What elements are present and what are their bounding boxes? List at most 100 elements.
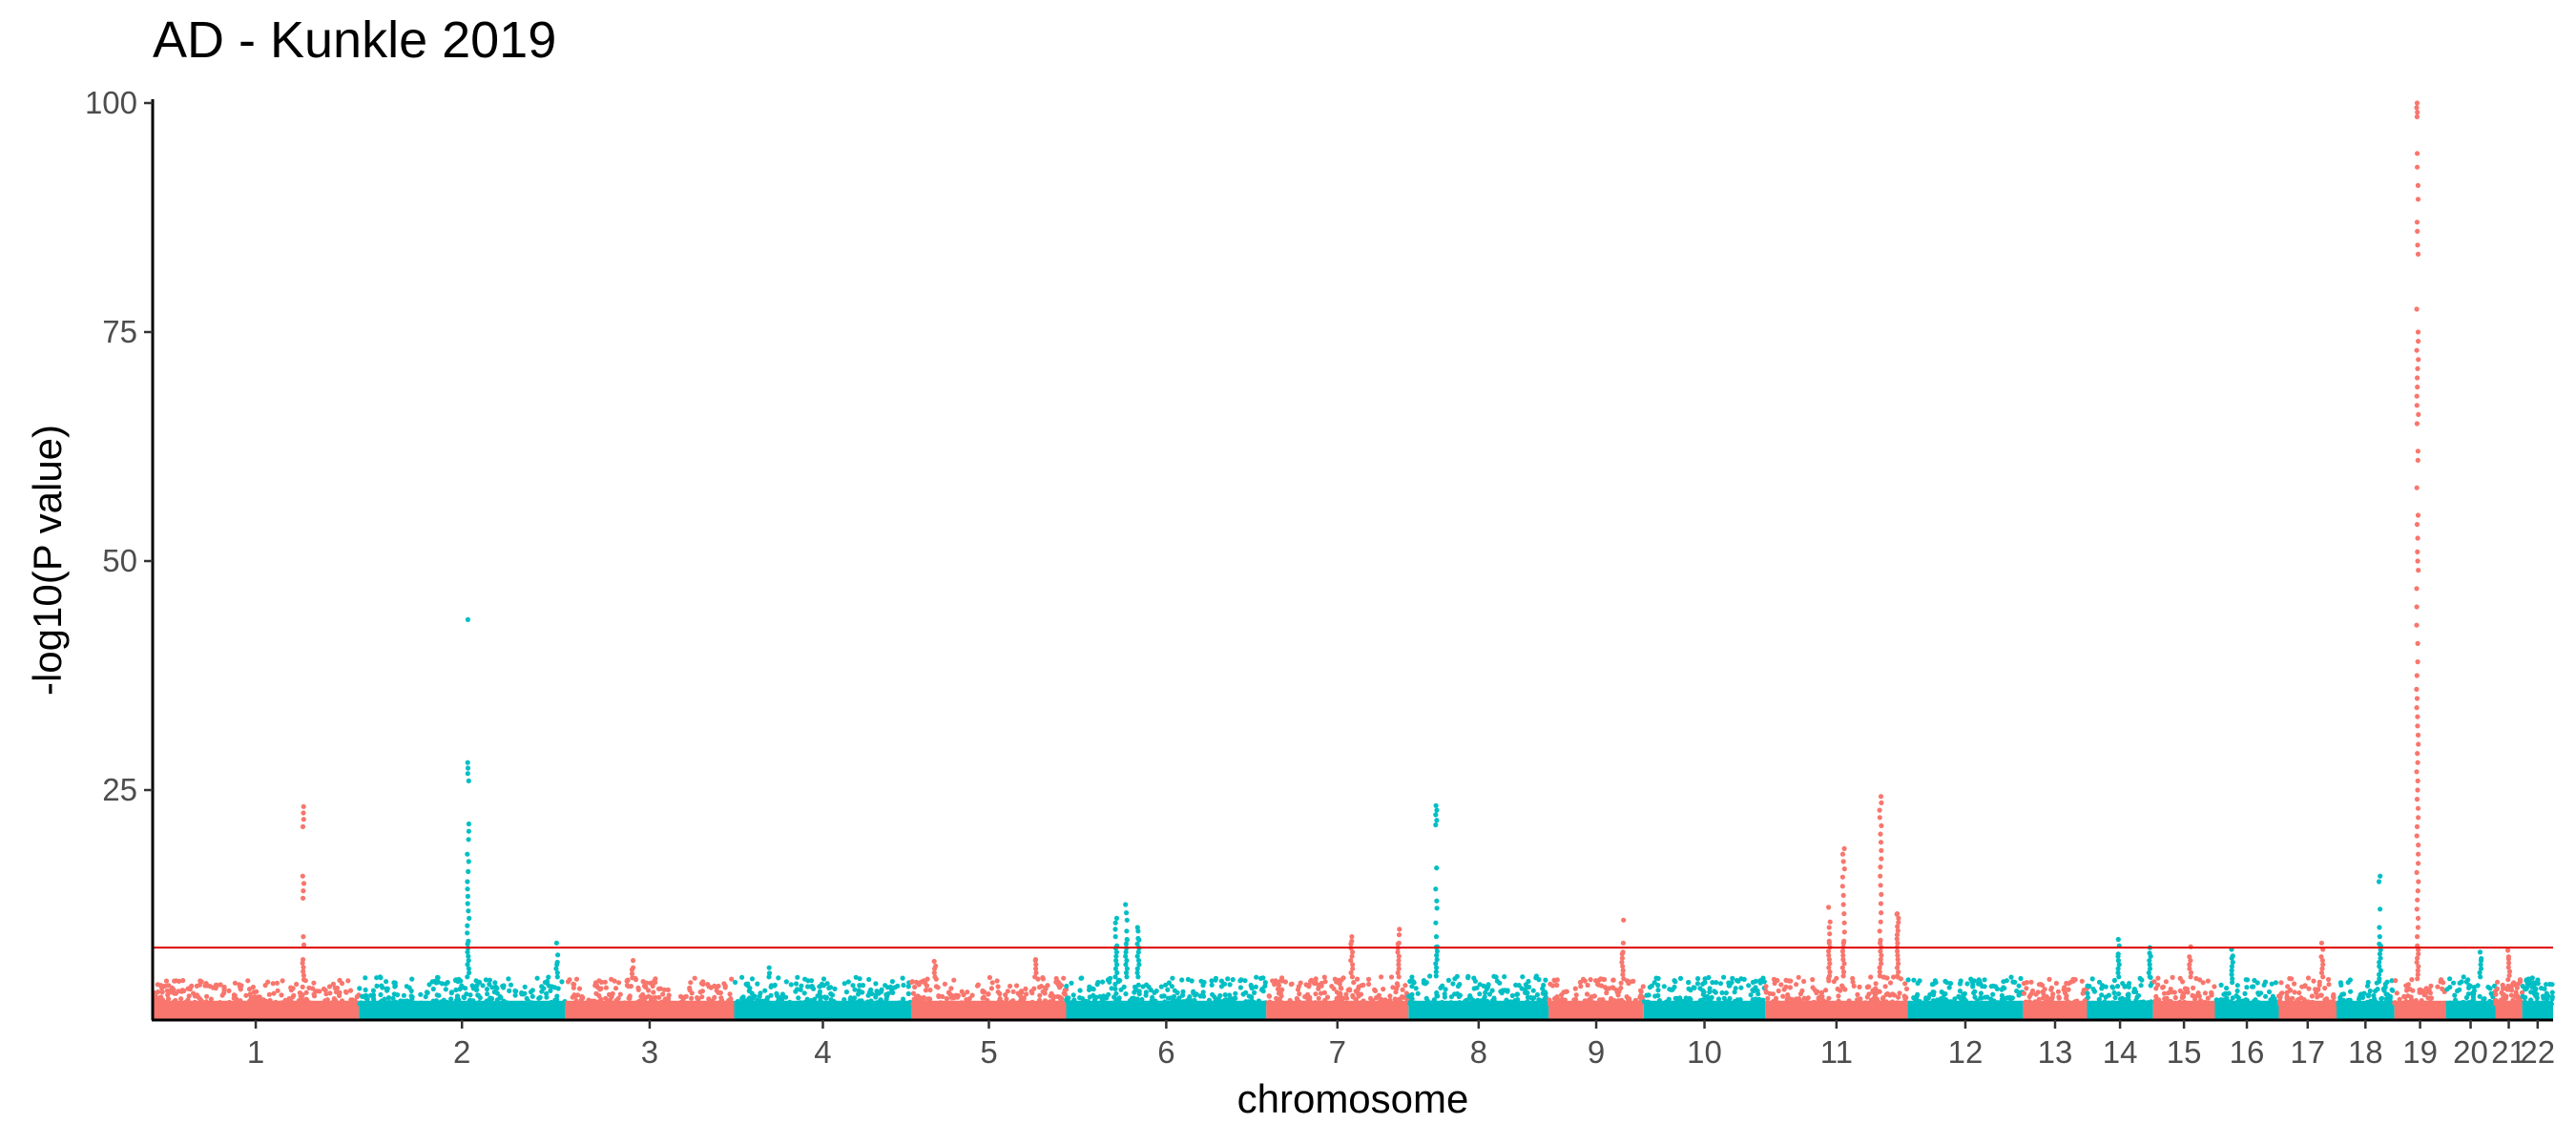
snp-point [866,976,872,983]
snp-point [368,992,374,998]
peak-point [1841,929,1847,935]
snp-point [738,1001,745,1007]
peak-point [1135,974,1141,980]
peak-point [1123,953,1129,959]
snp-point [384,986,390,991]
snp-point [1056,1000,1062,1006]
snp-point [1282,1001,1288,1007]
snp-point [287,1000,293,1006]
snp-point [427,1002,433,1008]
x-tick-label: 15 [2167,1034,2202,1070]
snp-point [1070,992,1076,998]
snp-point [896,1001,902,1007]
peak-point [629,970,635,977]
chromosome-21-points [2492,947,2525,1019]
peak-point [1349,938,1355,945]
x-tick-label: 5 [980,1034,997,1070]
snp-point [391,991,397,997]
peak-point [2414,403,2420,408]
snp-point [987,1002,994,1008]
snp-point [796,995,801,1001]
snp-point [235,1002,240,1008]
snp-point [1270,1001,1276,1007]
snp-point [1010,989,1016,994]
snp-point [1334,996,1340,1003]
snp-point [2452,992,2458,998]
snp-point [866,991,872,997]
snp-point [418,1000,425,1006]
snp-point [1868,997,1875,1003]
snp-point [905,984,911,989]
snp-point [1340,975,1346,981]
snp-point [1200,983,1206,989]
snp-point [2005,1001,2010,1007]
chromosome-11-points [1763,794,1910,1019]
snp-point [1080,996,1086,1002]
snp-point [1470,1001,1476,1007]
snp-point [1725,999,1731,1005]
snp-point [571,992,577,998]
peak-point [1839,948,1845,954]
snp-point [1842,987,1848,992]
snp-point [666,992,672,998]
snp-point [1761,979,1767,985]
snp-point [852,987,858,992]
snp-point [2528,997,2534,1003]
snp-point [370,988,376,993]
snp-point [2205,995,2211,1001]
snp-point [605,999,611,1005]
snp-point [1952,996,1958,1002]
snp-point [873,994,879,1000]
snp-point [1750,979,1755,986]
peak-point [2414,769,2420,775]
snp-point [1526,978,1531,985]
snp-point [363,975,368,981]
snp-point [2474,1002,2480,1008]
snp-point [384,979,389,985]
snp-point [1254,974,1259,980]
snp-point [2226,990,2232,996]
snp-point [474,987,480,992]
snp-point [2477,993,2483,999]
snp-point [951,977,957,983]
snp-point [2348,989,2354,994]
peak-point [2415,778,2420,784]
snp-point [1231,1002,1236,1008]
snp-point [1765,995,1771,1001]
snp-point [2244,985,2250,990]
peak-point [1894,936,1900,942]
peak-point [301,965,306,970]
snp-point [626,995,632,1001]
snp-point [1289,981,1295,987]
snp-point [814,1002,821,1008]
snp-point [2177,988,2183,994]
snp-point [1252,989,1257,995]
snp-point [793,981,800,987]
snp-point [2471,988,2477,993]
snp-point [942,981,948,987]
snp-point [883,996,889,1002]
snp-point [1351,980,1357,986]
snp-point [2418,989,2423,995]
snp-point [1005,989,1010,994]
snp-point [799,983,804,989]
peak-point [1895,924,1901,929]
snp-point [392,984,398,989]
peak-point [1826,952,1832,958]
snp-point [1028,989,1034,994]
snp-point [908,979,915,985]
snp-point [1864,994,1870,1000]
snp-point [1783,984,1789,989]
snp-point [1318,990,1324,996]
peak-point [1827,931,1833,937]
snp-point [1712,989,1717,994]
snp-point [1930,992,1937,998]
snp-point [365,1001,371,1007]
snp-point [290,986,296,991]
snp-point [204,993,210,999]
snp-point [2299,984,2305,989]
snp-point [826,985,832,991]
snp-point [1796,996,1801,1002]
peak-point [2319,958,2325,964]
